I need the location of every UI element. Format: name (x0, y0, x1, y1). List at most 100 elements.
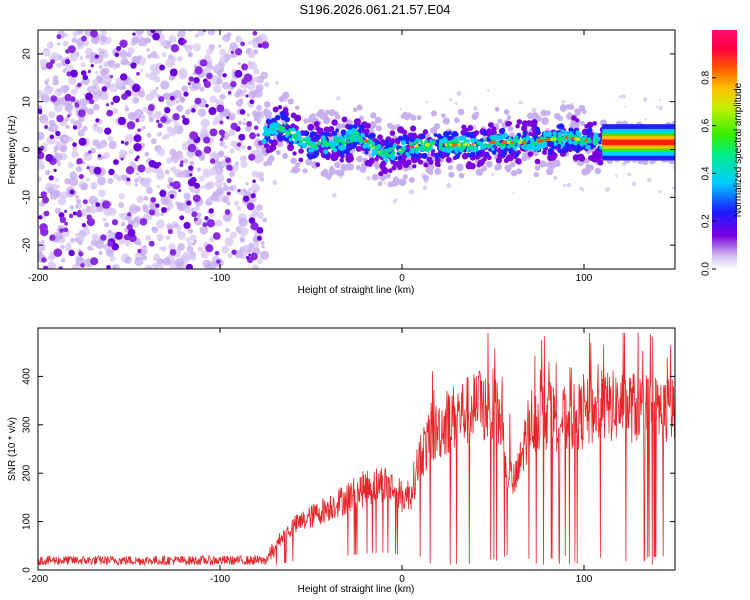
noise-blob-strong (64, 221, 69, 226)
noise-blob (70, 118, 76, 124)
ridge-blob (291, 166, 300, 174)
noise-blob-strong (90, 257, 99, 266)
noise-blob-strong (199, 59, 208, 67)
ridge-blob (532, 141, 538, 146)
noise-blob (67, 106, 72, 111)
ridge-blob (500, 151, 506, 157)
ridge-blob (370, 112, 377, 119)
noise-blob-strong (256, 226, 264, 234)
ridge-blob (356, 155, 363, 163)
noise-blob (100, 30, 108, 37)
noise-blob (255, 111, 262, 118)
noise-blob-strong (38, 215, 43, 220)
noise-blob (45, 78, 50, 83)
ridge-blob (374, 139, 380, 145)
noise-blob-strong (90, 64, 94, 68)
ridge-blob (534, 126, 541, 133)
ridge-blob (345, 148, 350, 153)
noise-blob (204, 54, 211, 61)
noise-blob (109, 83, 119, 93)
noise-blob (160, 80, 170, 90)
noise-blob-strong (126, 177, 131, 182)
ridge-blob (346, 155, 354, 163)
ridge-hot (510, 140, 514, 144)
ridge-blob (466, 139, 471, 143)
noise-blob (191, 80, 201, 91)
ridge-blob (557, 140, 562, 145)
noise-blob-strong (247, 145, 252, 151)
noise-blob (194, 239, 198, 243)
ridge-blob (371, 151, 376, 157)
ridge-blob (592, 121, 597, 126)
noise-blob (71, 37, 77, 43)
noise-blob (177, 202, 186, 212)
noise-blob-strong (127, 212, 132, 217)
noise-blob (190, 254, 197, 261)
noise-blob (183, 192, 191, 200)
noise-blob-strong (40, 191, 48, 198)
noise-blob (162, 257, 171, 266)
noise-blob (57, 42, 61, 46)
spec-xtick-label: -200 (28, 273, 48, 284)
faint-blob (621, 94, 626, 99)
noise-blob (75, 204, 79, 208)
noise-blob (199, 226, 209, 235)
ridge-blob (465, 131, 472, 138)
noise-blob (135, 30, 144, 36)
ridge-blob (477, 159, 485, 167)
noise-blob (49, 86, 54, 92)
ridge-blob (299, 140, 303, 144)
noise-blob-strong (167, 229, 173, 235)
ridge-blob (553, 141, 558, 146)
noise-blob (209, 236, 215, 243)
ridge-blob (414, 149, 420, 154)
noise-blob-strong (38, 108, 43, 114)
noise-blob (106, 230, 114, 239)
noise-blob (60, 145, 68, 153)
noise-blob (227, 252, 233, 259)
noise-blob (122, 86, 126, 90)
ridge-blob (374, 145, 379, 150)
faint-blob (331, 192, 337, 198)
ridge-blob (547, 160, 555, 168)
ridge-blob (392, 143, 397, 148)
noise-blob (176, 106, 180, 110)
ridge-blob (422, 144, 426, 148)
noise-blob (215, 98, 219, 102)
ridge-blob (264, 102, 271, 108)
noise-blob (98, 65, 103, 69)
noise-blob (103, 151, 110, 159)
noise-blob-strong (45, 62, 53, 70)
noise-blob-strong (126, 224, 133, 231)
noise-blob-strong (43, 210, 50, 217)
faint-blob (449, 98, 453, 102)
noise-blob (72, 145, 78, 151)
noise-blob-strong (121, 93, 128, 101)
ridge-blob (521, 125, 528, 132)
noise-blob (60, 244, 65, 250)
faint-blob (624, 105, 627, 108)
noise-blob-strong (191, 211, 198, 218)
ridge-blob (465, 162, 473, 170)
noise-blob (184, 206, 192, 214)
faint-blob (627, 172, 632, 177)
noise-blob (67, 162, 74, 169)
noise-blob-strong (85, 92, 93, 101)
ridge-blob (515, 158, 522, 165)
ridge-blob (307, 141, 312, 146)
faint-blob (408, 189, 415, 195)
faint-blob (473, 106, 478, 111)
ridge-blob (349, 133, 354, 138)
noise-blob (238, 217, 248, 227)
ridge-blob (384, 158, 389, 163)
faint-blob (383, 182, 387, 185)
noise-blob (155, 219, 166, 229)
noise-blob (173, 121, 180, 128)
faint-blob (631, 181, 637, 187)
noise-blob-strong (189, 173, 193, 177)
noise-blob-strong (42, 196, 50, 204)
noise-blob (151, 167, 158, 174)
ridge-blob (374, 156, 379, 162)
noise-blob (142, 255, 148, 261)
noise-blob (166, 126, 174, 133)
